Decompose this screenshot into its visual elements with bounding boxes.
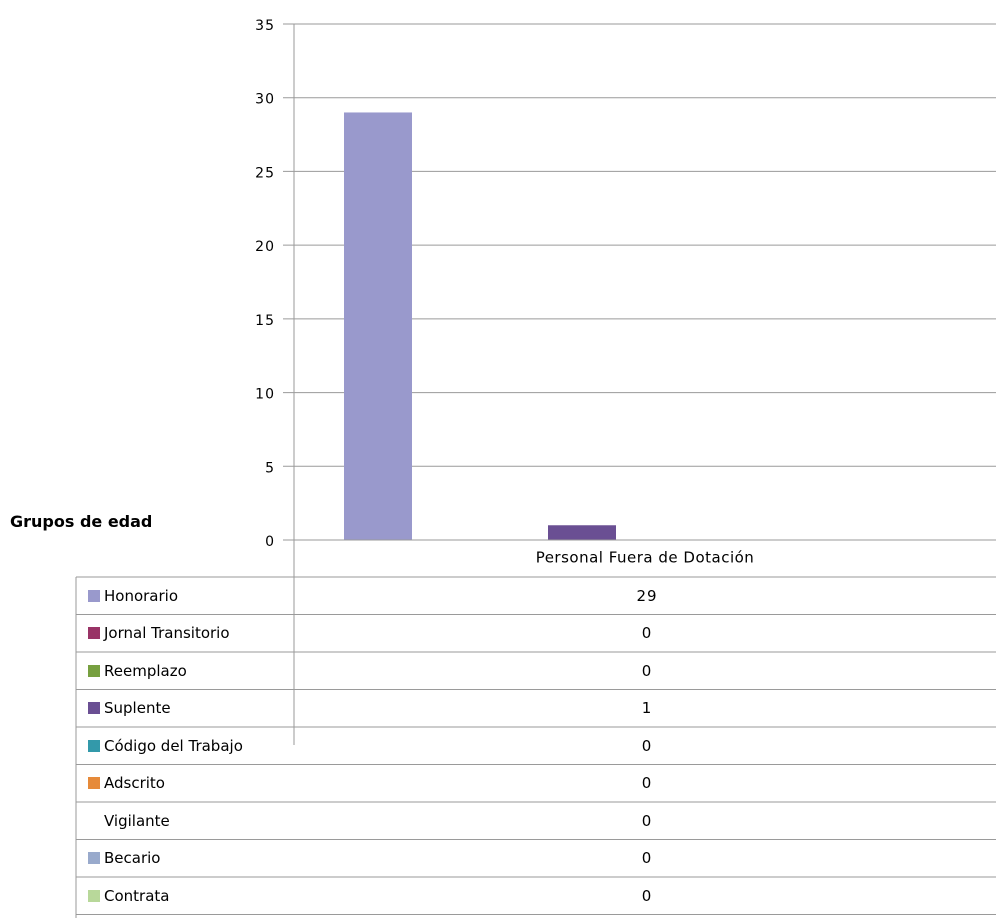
legend-label: Jornal Transitorio <box>104 624 230 642</box>
y-tick-label: 20 <box>255 239 275 255</box>
legend-label: Suplente <box>104 699 171 717</box>
legend-label: Contrata <box>104 886 170 905</box>
table-value: 0 <box>641 736 653 755</box>
legend-label: Reemplazo <box>104 661 187 680</box>
legend-entry: Jornal Transitorio <box>78 615 288 651</box>
legend-label: Honorario <box>104 586 179 605</box>
legend-label: Becario <box>104 849 161 867</box>
legend-entry: Vigilante <box>78 803 288 839</box>
y-tick-label: 25 <box>255 165 275 181</box>
legend-entry: Honorario <box>78 578 288 614</box>
legend-entry: Adscrito <box>78 765 288 801</box>
y-tick-label: 10 <box>255 387 275 403</box>
bar <box>548 525 616 540</box>
legend-swatch <box>88 589 100 602</box>
y-tick-label: 35 <box>255 18 275 34</box>
legend-swatch <box>88 777 100 789</box>
legend-label: Vigilante <box>104 811 170 830</box>
table-value: 0 <box>641 886 653 905</box>
group-label: Grupos de edad <box>10 512 153 531</box>
legend-entry: Código del Trabajo <box>78 728 288 764</box>
legend-label: Adscrito <box>104 774 165 792</box>
legend-entry: Becario <box>78 840 288 876</box>
legend-swatch <box>88 664 100 677</box>
legend-swatch <box>88 627 100 639</box>
legend-swatch <box>88 889 100 902</box>
legend-swatch <box>88 814 100 827</box>
y-tick-label: 0 <box>265 534 275 550</box>
bar <box>344 112 412 540</box>
table-value: 0 <box>641 811 653 830</box>
legend-swatch <box>88 702 100 714</box>
legend-swatch <box>88 739 100 752</box>
category-label: Personal Fuera de Dotación <box>536 549 755 567</box>
legend-entry: Reemplazo <box>78 653 288 689</box>
legend-entry: Suplente <box>78 690 288 726</box>
table-value: 0 <box>641 849 653 867</box>
legend-label: Código del Trabajo <box>104 736 243 755</box>
y-tick-label: 15 <box>255 313 275 329</box>
y-tick-label: 5 <box>265 460 275 476</box>
table-value: 29 <box>636 586 658 605</box>
legend-swatch <box>88 852 100 864</box>
table-value: 1 <box>641 699 653 717</box>
y-tick-label: 30 <box>255 92 275 108</box>
table-value: 0 <box>641 774 653 792</box>
table-value: 0 <box>641 624 653 642</box>
legend-entry: Contrata <box>78 878 288 914</box>
table-value: 0 <box>641 661 653 680</box>
